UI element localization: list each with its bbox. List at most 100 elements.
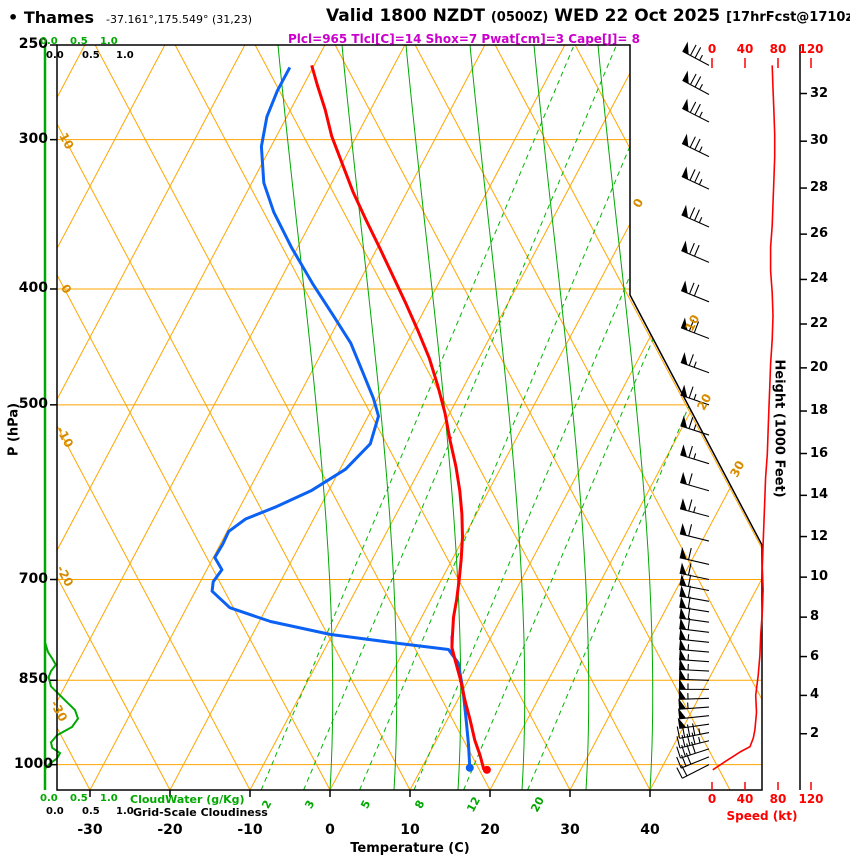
wind-barb <box>679 562 710 581</box>
barb-full <box>687 574 692 587</box>
forecast-tag: [17hrFcst@1710z] <box>726 10 850 25</box>
wind-barb <box>679 638 710 653</box>
barb-pennant <box>681 240 688 254</box>
wind-barb <box>679 648 710 663</box>
valid-main: Valid 1800 NZDT <box>326 6 485 26</box>
moist-adiabat-line <box>341 45 398 790</box>
wind-barb <box>679 617 710 633</box>
barb-full <box>693 321 700 334</box>
barb-full <box>688 445 693 458</box>
barb-full <box>691 741 696 754</box>
dry-adiabat-line <box>574 45 762 790</box>
wind-barb <box>676 741 710 759</box>
valid-time-title: Valid 1800 NZDT (0500Z) WED 22 Oct 2025 … <box>326 6 850 26</box>
barb-full <box>688 499 693 512</box>
moist-adiabat-line <box>277 45 334 790</box>
barb-pennant <box>681 204 688 218</box>
isotherm-line <box>569 45 762 790</box>
sounding-indices: Plcl=965 Tlcl[C]=14 Shox=7 Pwat[cm]=3 Ca… <box>288 32 640 46</box>
barb-full <box>689 242 695 255</box>
height-axis-title: Height (1000 Feet) <box>771 359 787 498</box>
barb-full <box>689 44 697 56</box>
barb-full <box>694 103 701 116</box>
barb-pennant <box>678 688 687 700</box>
barb-pennant <box>680 317 688 331</box>
isotherm-line <box>249 45 646 790</box>
barb-full <box>694 138 701 150</box>
barb-half <box>693 361 697 368</box>
dry-adiabat-line <box>57 45 251 790</box>
wind-speed-curve <box>712 65 776 771</box>
isotherm-line <box>57 45 326 790</box>
barb-pennant <box>680 384 688 398</box>
barb-full <box>693 284 700 297</box>
wind-barb <box>679 523 710 542</box>
wind-barb <box>681 204 710 228</box>
barb-full <box>694 209 700 221</box>
temperature-curve <box>310 64 486 771</box>
dry-adiabat-line <box>174 45 571 790</box>
dry-adiabat-line <box>57 45 171 790</box>
barb-full <box>680 764 688 777</box>
barb-full <box>686 743 691 756</box>
barb-pennant <box>682 133 689 147</box>
cloudiness-axis-title: Grid-Scale Cloudiness <box>133 806 268 819</box>
barb-half <box>693 453 697 460</box>
wind-barb <box>679 628 710 643</box>
isotherm-line <box>57 45 166 790</box>
wind-barb <box>682 41 710 66</box>
barb-full <box>681 744 686 757</box>
isotherm-line <box>649 45 762 790</box>
dry-adiabat-line <box>815 45 850 790</box>
dry-adiabat-line <box>94 45 491 790</box>
wind-barb <box>676 732 710 749</box>
profiles <box>210 64 486 771</box>
speed-axis-title: Speed (kt) <box>726 809 798 823</box>
barb-full <box>686 724 691 737</box>
wind-barb <box>678 668 710 681</box>
barb-pennant <box>679 596 687 609</box>
barb-full <box>681 754 687 767</box>
station-name: Thames <box>23 8 94 27</box>
barb-half <box>693 424 697 431</box>
wind-barb <box>678 707 710 720</box>
plot-frame <box>56 44 763 791</box>
wind-barb <box>680 317 710 339</box>
barb-full <box>687 563 692 576</box>
barb-pennant <box>680 498 687 511</box>
barb-full <box>689 169 696 181</box>
wind-barb <box>679 573 710 592</box>
barb-full <box>694 171 701 183</box>
temperature-surface-dot <box>482 765 491 774</box>
dry-adiabat-line <box>334 45 731 790</box>
pressure-axis-title: P (hPa) <box>6 402 22 457</box>
skewt-grid <box>57 45 850 790</box>
barb-half <box>698 178 703 185</box>
barb-full <box>676 736 681 749</box>
barb-full <box>691 732 696 745</box>
barb-full <box>676 726 681 739</box>
barb-full <box>688 524 693 537</box>
wind-barb <box>681 166 710 190</box>
isotherm-line <box>57 45 406 790</box>
barb-half <box>698 146 703 153</box>
barb-half <box>693 506 696 513</box>
barb-full <box>689 136 696 148</box>
barb-full <box>687 607 691 620</box>
barb-full <box>687 585 691 598</box>
barb-pennant <box>679 562 687 575</box>
barb-full <box>688 473 693 486</box>
wind-barb <box>678 698 710 710</box>
barb-pennant <box>679 648 687 661</box>
wind-barb <box>679 607 710 623</box>
barb-pennant <box>680 444 688 457</box>
wind-barb <box>679 658 710 672</box>
barb-pennant <box>679 628 687 640</box>
barb-pennant <box>679 668 687 680</box>
moist-adiabat-line <box>533 45 590 790</box>
station-coordinates: -37.161°,175.549° (31,23) <box>106 13 253 26</box>
barb-full <box>686 733 691 746</box>
dry-adiabat-line <box>57 45 411 790</box>
barb-pennant <box>677 717 687 729</box>
